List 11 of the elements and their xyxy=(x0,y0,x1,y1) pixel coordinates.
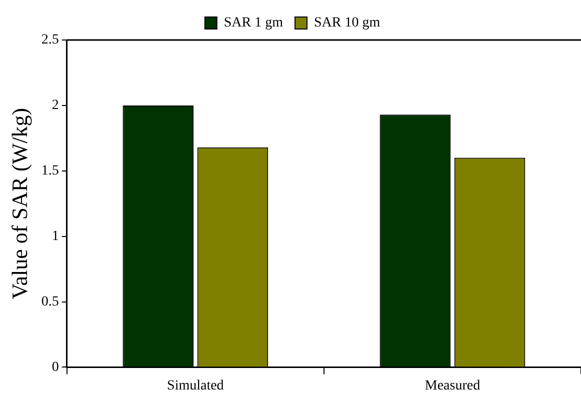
y-tick-label: 2 xyxy=(52,98,59,114)
x-tick-label: Measured xyxy=(424,378,480,394)
y-tick-label: 0 xyxy=(52,360,59,375)
legend-label: SAR 10 gm xyxy=(314,16,380,31)
x-tick-label: Simulated xyxy=(167,378,224,394)
y-tick-label: 1.5 xyxy=(41,164,59,179)
y-tick-label: 2.5 xyxy=(41,32,59,48)
legend-label: SAR 1 gm xyxy=(224,16,284,31)
y-axis-title: Value of SAR (W/kg) xyxy=(6,108,32,300)
y-tick-label: 1 xyxy=(52,228,59,244)
y-tick-label: 0.5 xyxy=(41,294,59,310)
